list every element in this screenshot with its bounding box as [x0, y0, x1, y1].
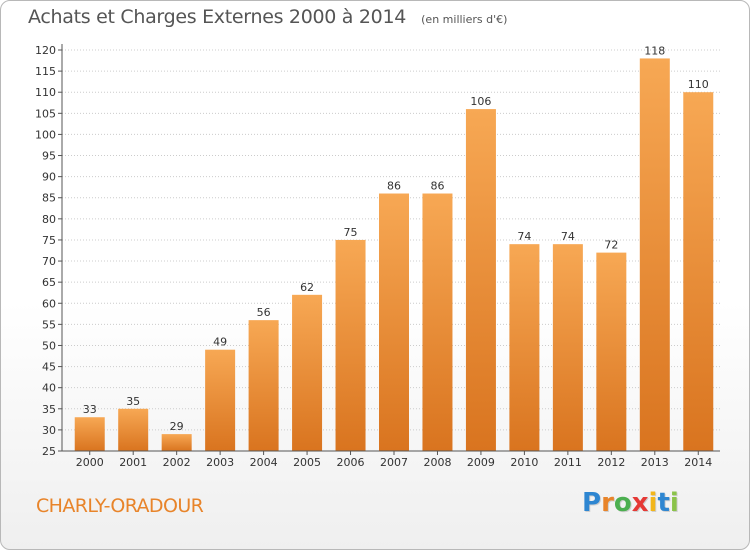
bar-2013 [639, 58, 670, 451]
x-tick-label: 2005 [293, 456, 321, 469]
y-tick-label: 75 [42, 234, 56, 247]
y-tick-label: 65 [42, 276, 56, 289]
x-tick-label: 2003 [206, 456, 234, 469]
bar-2003 [205, 349, 236, 451]
x-tick-label: 2009 [467, 456, 495, 469]
commune-name: CHARLY-ORADOUR [36, 495, 204, 517]
value-label: 75 [344, 226, 358, 239]
bar-2005 [292, 294, 323, 451]
y-tick-label: 105 [35, 107, 56, 120]
x-tick-label: 2012 [597, 456, 625, 469]
logo-letter: i [669, 488, 679, 518]
title-block: Achats et Charges Externes 2000 à 2014 (… [28, 6, 507, 28]
x-tick-label: 2010 [510, 456, 538, 469]
y-tick-label: 60 [42, 297, 56, 310]
y-tick-label: 55 [42, 318, 56, 331]
y-tick-label: 120 [35, 44, 56, 57]
value-label: 110 [688, 78, 709, 91]
y-tick-label: 100 [35, 128, 56, 141]
value-label: 72 [604, 239, 618, 252]
x-tick-label: 2008 [423, 456, 451, 469]
bar-2007 [379, 193, 409, 451]
logo-letter: x [631, 488, 649, 518]
x-tick-label: 2004 [250, 456, 278, 469]
value-label: 106 [470, 95, 491, 108]
bar-2012 [596, 252, 627, 451]
value-label: 29 [170, 420, 184, 433]
bar-2004 [248, 320, 279, 451]
bar-2011 [552, 244, 583, 451]
logo-letter: r [601, 488, 614, 518]
value-label: 86 [387, 180, 401, 193]
value-label: 74 [561, 230, 575, 243]
x-tick-label: 2007 [380, 456, 408, 469]
x-tick-label: 2011 [554, 456, 582, 469]
x-tick-label: 2013 [641, 456, 669, 469]
logo-letter: o [613, 488, 632, 518]
proxiti-logo: Proxiti [582, 488, 679, 518]
y-tick-label: 50 [42, 339, 56, 352]
y-tick-label: 35 [42, 403, 56, 416]
y-tick-label: 25 [42, 445, 56, 458]
value-label: 56 [257, 306, 271, 319]
value-label: 62 [300, 281, 314, 294]
y-tick-label: 85 [42, 192, 56, 205]
y-tick-label: 30 [42, 424, 56, 437]
value-label: 35 [126, 395, 140, 408]
x-tick-label: 2006 [337, 456, 365, 469]
x-tick-label: 2002 [163, 456, 191, 469]
logo-letter: t [657, 488, 670, 518]
bar-2009 [465, 109, 496, 452]
y-tick-label: 80 [42, 213, 56, 226]
axes [58, 44, 720, 455]
y-tick-label: 115 [35, 65, 56, 78]
y-tick-label: 90 [42, 171, 56, 184]
y-tick-label: 40 [42, 382, 56, 395]
chart-title: Achats et Charges Externes 2000 à 2014 [28, 6, 407, 28]
bar-2000 [74, 417, 105, 451]
y-tick-label: 110 [35, 86, 56, 99]
y-tick-label: 45 [42, 361, 56, 374]
value-label: 118 [644, 44, 665, 57]
bar-2001 [118, 408, 149, 451]
bar-2014 [683, 92, 714, 452]
y-tick-label: 70 [42, 255, 56, 268]
labels: 25 30 35 40 45 50 55 60 65 70 75 80 85 90 95 100 105 110 1… [35, 44, 712, 469]
x-tick-label: 2000 [76, 456, 104, 469]
value-label: 33 [83, 403, 97, 416]
x-tick-label: 2014 [684, 456, 712, 469]
bar-2008 [422, 193, 453, 451]
logo-letter: i [648, 488, 658, 518]
bars [74, 58, 714, 452]
y-tick-label: 95 [42, 150, 56, 163]
logo-letter: P [582, 488, 602, 518]
x-tick-label: 2001 [119, 456, 147, 469]
bar-2002 [161, 434, 192, 451]
value-label: 86 [430, 180, 444, 193]
bar-2010 [509, 244, 540, 451]
value-label: 74 [517, 230, 531, 243]
chart-subtitle: (en milliers d'€) [421, 13, 508, 26]
bar-2006 [335, 239, 366, 451]
value-label: 49 [213, 336, 227, 349]
